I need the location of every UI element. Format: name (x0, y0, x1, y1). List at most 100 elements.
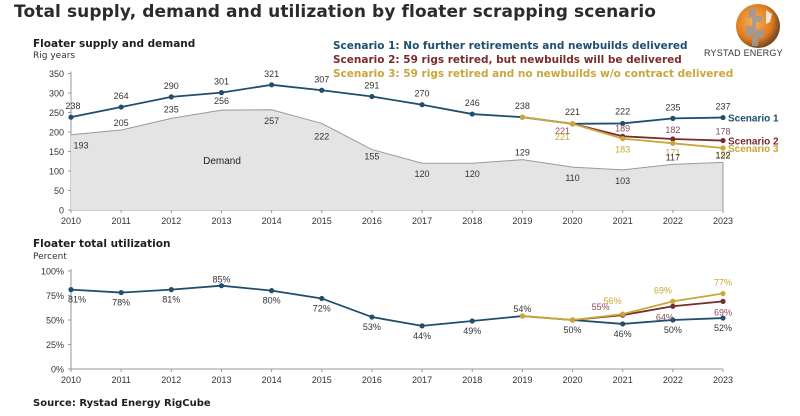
supply-scenario-1-data-label: 291 (364, 81, 379, 91)
page-title: Total supply, demand and utilization by … (14, 2, 657, 22)
supply-scenario-3-point (720, 145, 726, 151)
util-y-tick-label: 50% (46, 316, 64, 326)
util-scenario-2-data-label: 64% (656, 312, 674, 322)
util-scenario-2-data-label: 55% (592, 302, 610, 312)
supply-y-tick-label: 50 (54, 186, 64, 196)
supply-scenario-1-data-label: 290 (164, 81, 179, 91)
supply-scenario-3-data-label: 171 (665, 147, 680, 157)
util-x-tick-label: 2022 (663, 375, 683, 385)
util-scenario-1-data-label: 80% (263, 296, 281, 306)
supply-scenario-1-data-label: 270 (415, 89, 430, 99)
supply-x-tick-label: 2023 (713, 216, 733, 226)
supply-scenario-1-point (670, 115, 676, 121)
supply-x-tick-label: 2017 (412, 216, 432, 226)
util-scenario-3-point (569, 317, 576, 323)
util-x-tick-label: 2017 (412, 375, 432, 385)
util-x-tick-label: 2023 (713, 375, 733, 385)
util-scenario-1-point (369, 314, 375, 320)
legend-scenario-3: Scenario 3: 59 rigs retired and no newbu… (333, 68, 734, 80)
util-x-tick-label: 2021 (613, 375, 633, 385)
supply-demand-data-label: 120 (415, 169, 430, 179)
util-y-tick-label: 0% (51, 365, 64, 375)
supply-demand-data-label: 222 (314, 131, 329, 141)
util-scenario-1-data-label: 50% (664, 325, 682, 335)
supply-scenario-1-point (168, 94, 174, 100)
supply-scenario-3-point (569, 121, 576, 127)
util-scenario-1-point (469, 318, 475, 324)
supply-scenario-2-end-label: Scenario 2 (728, 137, 779, 148)
demand-area-label: Demand (203, 156, 241, 167)
util-scenario-1-point (319, 295, 325, 302)
util-scenario-1-data-label: 46% (614, 329, 632, 339)
util-scenario-1-data-label: 44% (413, 331, 431, 341)
util-x-tick-label: 2012 (161, 375, 181, 385)
util-scenario-1-data-label: 54% (513, 304, 531, 314)
util-scenario-2-data-label: 69% (714, 307, 732, 317)
util-x-tick-label: 2015 (312, 375, 332, 385)
supply-demand-data-label: 193 (73, 141, 88, 151)
supply-scenario-1-point (620, 120, 626, 127)
supply-demand-data-label: 103 (615, 176, 630, 186)
supply-y-tick-label: 250 (49, 108, 64, 118)
util-y-tick-label: 75% (46, 291, 64, 301)
supply-x-tick-label: 2020 (563, 216, 583, 226)
rystad-logo-icon (730, 2, 786, 50)
supply-demand-data-label: 120 (465, 169, 480, 179)
supply-y-tick-label: 300 (49, 89, 64, 99)
legend-scenario-2: Scenario 2: 59 rigs retired, but newbuil… (333, 54, 682, 66)
util-scenario-1-point (168, 287, 174, 293)
supply-x-tick-label: 2014 (262, 216, 282, 226)
util-scenario-1-point (68, 287, 74, 293)
supply-scenario-1-point (218, 90, 225, 96)
supply-scenario-2-point (720, 137, 726, 144)
supply-y-tick-label: 0 (59, 206, 64, 216)
supply-scenario-3-data-label: 183 (615, 145, 630, 155)
supply-x-tick-label: 2010 (61, 216, 81, 226)
supply-scenario-1-data-label: 301 (214, 77, 229, 87)
util-scenario-3-point (720, 290, 726, 297)
supply-scenario-3-end-label: Scenario 3 (728, 144, 779, 155)
supply-scenario-2-data-label: 221 (555, 126, 570, 136)
util-scenario-1-data-label: 53% (363, 322, 381, 332)
supply-scenario-3-data-label: 159 (715, 150, 730, 160)
supply-scenario-1-data-label: 238 (515, 101, 530, 111)
supply-scenario-1-point (469, 111, 475, 117)
util-x-tick-label: 2018 (462, 375, 482, 385)
util-scenario-1-point (218, 283, 225, 289)
supply-scenario-1-point (720, 114, 726, 121)
util-x-tick-label: 2011 (111, 375, 130, 385)
util-scenario-1-data-label: 49% (463, 326, 481, 336)
util-scenario-3-point (670, 298, 676, 304)
supply-y-tick-label: 200 (49, 128, 64, 138)
supply-scenario-1-point (319, 87, 325, 93)
supply-x-tick-label: 2019 (512, 216, 532, 226)
supply-demand-data-label: 129 (515, 148, 530, 158)
supply-scenario-1-point (118, 104, 124, 110)
util-scenario-1-data-label: 78% (112, 298, 130, 308)
supply-scenario-1-data-label: 246 (465, 98, 480, 108)
util-y-tick-label: 100% (41, 267, 64, 277)
util-x-tick-label: 2013 (211, 375, 231, 385)
util-scenario-3-data-label: 69% (654, 285, 672, 295)
util-x-tick-label: 2020 (563, 375, 583, 385)
supply-scenario-3-data-label: 221 (555, 132, 570, 142)
util-scenario-1-data-label: 52% (714, 323, 732, 333)
supply-demand-y-unit: Rig years (33, 51, 76, 61)
supply-scenario-2-data-label: 189 (615, 123, 630, 133)
supply-scenario-1-data-label: 321 (264, 69, 279, 79)
util-scenario-3-data-label: 77% (714, 278, 732, 288)
supply-demand-chart-title: Floater supply and demand (33, 38, 196, 50)
supply-scenario-1-data-label: 222 (615, 106, 630, 116)
supply-demand-data-label: 256 (214, 96, 229, 106)
util-scenario-3-data-label: 56% (604, 296, 622, 306)
supply-y-tick-label: 100 (49, 167, 64, 177)
util-scenario-1-point (670, 317, 676, 323)
util-scenario-1-point (269, 288, 275, 294)
supply-y-tick-label: 350 (49, 69, 64, 79)
util-scenario-1-point (620, 321, 626, 327)
supply-demand-data-label: 122 (715, 150, 730, 160)
supply-demand-data-label: 205 (114, 118, 129, 128)
supply-scenario-2-point (670, 136, 676, 142)
util-scenario-1-data-label: 81% (68, 295, 86, 305)
util-x-tick-label: 2014 (262, 375, 282, 385)
